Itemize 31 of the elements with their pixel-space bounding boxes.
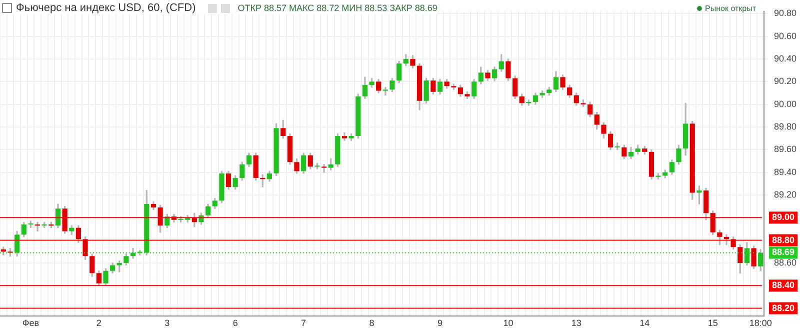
y-tick-label: 90.20	[774, 76, 797, 86]
ref-line-label: 88.80	[772, 234, 795, 245]
y-tick-label: 90.80	[774, 8, 797, 18]
x-tick-label: 10	[503, 318, 514, 328]
candlestick	[321, 164, 327, 173]
x-tick-label: 7	[301, 318, 306, 328]
x-tick-label: 18:00	[749, 318, 772, 328]
y-tick-label: 90.40	[774, 53, 797, 64]
annotation: ОТКР 88.57 МАКС 88.72 МИН 88.53 ЗАКР 88.69	[238, 3, 438, 13]
y-tick-label: 89.40	[774, 166, 797, 177]
chart-title: Фьючерс на индекс USD, 60, (CFD)	[16, 2, 196, 14]
y-tick-label: 89.60	[774, 144, 797, 154]
x-tick-label: 6	[232, 318, 238, 328]
y-tick-label: 89.80	[774, 121, 797, 132]
y-tick-label: 90.00	[774, 98, 797, 109]
y-tick-label: 90.60	[774, 30, 797, 41]
y-tick-label: 88.60	[774, 257, 797, 268]
annotation: Рынок открыт	[705, 4, 756, 13]
x-tick-label: Фев	[22, 318, 40, 328]
x-tick-label: 3	[164, 318, 170, 328]
x-tick-label: 8	[369, 318, 374, 328]
ref-line-label: 88.20	[772, 302, 795, 313]
x-tick-label: 15	[708, 318, 718, 328]
x-tick-label: 14	[640, 318, 650, 328]
ref-line-label: 88.69	[772, 247, 795, 258]
x-tick-label: 13	[571, 318, 582, 328]
x-tick-label: 2	[96, 318, 102, 328]
ref-line-label: 88.40	[772, 280, 795, 290]
x-tick-label: 9	[437, 318, 442, 328]
y-tick-label: 89.20	[774, 189, 797, 200]
ref-line-label: 89.00	[772, 212, 795, 222]
